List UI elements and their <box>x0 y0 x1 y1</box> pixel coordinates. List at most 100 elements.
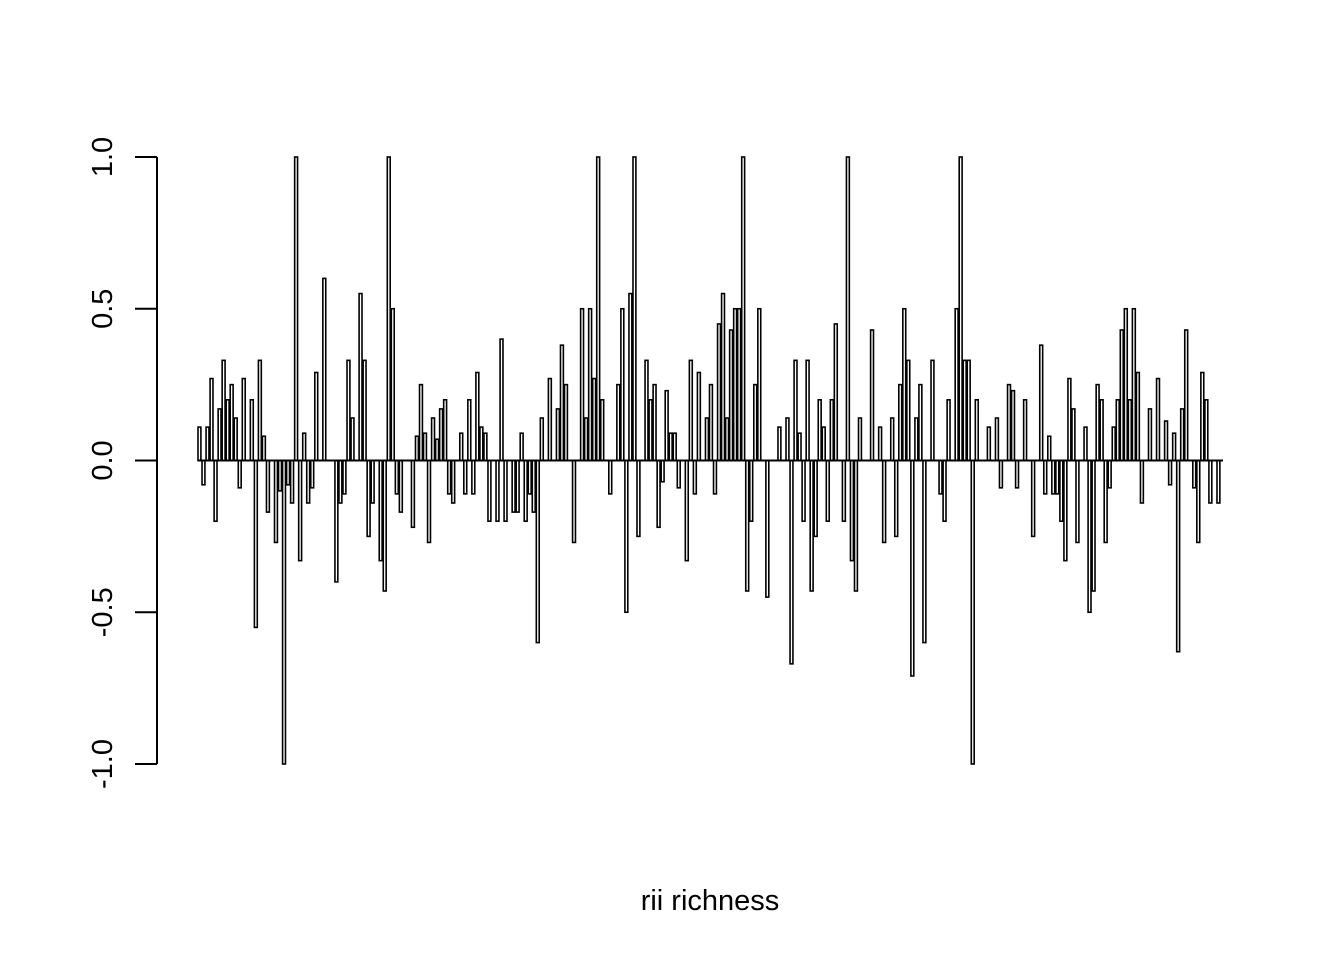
bar <box>818 400 821 461</box>
bar <box>335 461 338 582</box>
bar <box>959 157 962 461</box>
bar <box>794 360 797 460</box>
bar <box>657 461 660 528</box>
bar <box>484 433 487 460</box>
bar <box>995 418 998 460</box>
y-axis: -1.0 -0.5 0.0 0.5 1.0 <box>87 137 157 789</box>
bar <box>363 360 366 460</box>
bar <box>714 461 717 494</box>
bar <box>339 461 342 503</box>
bar <box>697 372 700 460</box>
y-tick-label: -0.5 <box>87 587 119 637</box>
bar <box>798 433 801 460</box>
bar <box>399 461 402 513</box>
bar <box>371 461 374 503</box>
bar <box>1012 391 1015 461</box>
bar <box>726 418 729 460</box>
bar <box>432 418 435 460</box>
bar <box>1068 379 1071 461</box>
bar <box>689 360 692 460</box>
bar <box>653 385 656 461</box>
bar <box>1177 461 1180 652</box>
bar <box>734 309 737 461</box>
bar <box>669 433 672 460</box>
bar <box>1108 461 1111 488</box>
bar <box>593 379 596 461</box>
bar <box>1149 409 1152 461</box>
bar <box>351 418 354 460</box>
bar <box>367 461 370 537</box>
bar <box>718 324 721 461</box>
bar <box>1116 400 1119 461</box>
bar <box>283 461 286 765</box>
bar <box>1197 461 1200 543</box>
bar <box>742 157 745 461</box>
bar <box>1092 461 1095 592</box>
bar <box>262 436 265 460</box>
bar <box>947 400 950 461</box>
bar <box>258 360 261 460</box>
bar <box>1008 385 1011 461</box>
bar <box>915 418 918 460</box>
bar <box>1165 421 1168 460</box>
bar <box>903 309 906 461</box>
bar <box>242 379 245 461</box>
bar <box>452 461 455 503</box>
bar <box>625 461 628 613</box>
bar <box>391 309 394 461</box>
bar <box>279 461 282 491</box>
bar <box>347 360 350 460</box>
bar <box>806 360 809 460</box>
bar <box>1193 461 1196 488</box>
bar <box>601 400 604 461</box>
bar <box>581 309 584 461</box>
bar <box>609 461 612 494</box>
bar <box>1096 385 1099 461</box>
bar <box>1056 461 1059 494</box>
bar <box>1209 461 1212 503</box>
bar <box>436 439 439 460</box>
bar <box>315 372 318 460</box>
bar <box>238 461 241 488</box>
bar <box>540 418 543 460</box>
bar <box>665 391 668 461</box>
bar <box>987 427 990 460</box>
bar <box>963 360 966 460</box>
bar <box>472 461 475 494</box>
bar <box>617 385 620 461</box>
bar <box>520 433 523 460</box>
bar <box>504 461 507 522</box>
bar <box>275 461 278 543</box>
bar <box>512 461 515 513</box>
bar <box>1124 309 1127 461</box>
bar <box>206 427 209 460</box>
bar <box>830 400 833 461</box>
bar <box>1024 400 1027 461</box>
bar <box>597 157 600 461</box>
bar <box>359 294 362 461</box>
bar <box>677 461 680 488</box>
bar <box>415 436 418 460</box>
bar <box>850 461 853 561</box>
bar <box>1052 461 1055 494</box>
bar <box>532 461 535 513</box>
bar <box>955 309 958 461</box>
bar <box>786 418 789 460</box>
bar <box>560 345 563 460</box>
bar <box>846 157 849 461</box>
bar <box>496 461 499 522</box>
bar <box>685 461 688 561</box>
bar <box>524 461 527 522</box>
bar <box>226 400 229 461</box>
bar <box>1157 379 1160 461</box>
bar <box>1181 409 1184 461</box>
bar <box>1217 461 1220 503</box>
bar <box>500 339 503 460</box>
bar <box>1201 372 1204 460</box>
bar <box>476 372 479 460</box>
bar <box>291 461 294 503</box>
bar <box>943 461 946 522</box>
bar <box>645 360 648 460</box>
bar <box>448 461 451 494</box>
